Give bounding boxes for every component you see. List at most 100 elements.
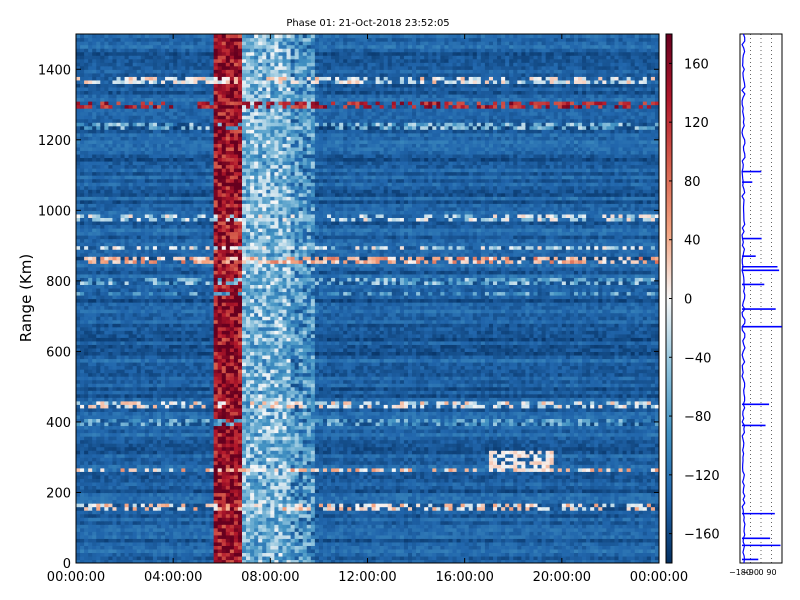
heatmap-cell (570, 545, 575, 549)
heatmap-cell (258, 552, 263, 556)
heatmap-cell (202, 549, 207, 553)
heatmap-cell (347, 535, 352, 539)
heatmap-cell (509, 552, 514, 556)
heatmap-cell (570, 542, 575, 546)
heatmap-cell (230, 542, 235, 546)
heatmap-cell (125, 556, 130, 560)
heatmap-cell (84, 556, 89, 560)
heatmap-cell (250, 535, 255, 539)
heatmap-cell (323, 538, 328, 542)
heatmap-cell (412, 545, 417, 549)
heatmap-cell (96, 535, 101, 539)
heatmap-cell (161, 552, 166, 556)
heatmap-cell (525, 549, 530, 553)
heatmap-cell (610, 549, 615, 553)
heatmap-cell (96, 549, 101, 553)
heatmap-cell (647, 535, 652, 539)
heatmap-cell (533, 549, 538, 553)
heatmap-cell (351, 549, 356, 553)
heatmap-cell (202, 538, 207, 542)
heatmap-cell (384, 535, 389, 539)
heatmap-cell (582, 545, 587, 549)
heatmap-cell (469, 542, 474, 546)
heatmap-cell (108, 535, 113, 539)
heatmap-cell (343, 549, 348, 553)
heatmap-cell (586, 542, 591, 546)
heatmap-cell (100, 552, 105, 556)
heatmap-cell (598, 535, 603, 539)
heatmap-cell (112, 552, 117, 556)
heatmap-cell (376, 542, 381, 546)
heatmap-cell (424, 538, 429, 542)
heatmap-cell (347, 552, 352, 556)
heatmap-cell (647, 552, 652, 556)
heatmap-cell (643, 556, 648, 560)
heatmap-cell (137, 535, 142, 539)
heatmap-cell (250, 552, 255, 556)
heatmap-cell (343, 552, 348, 556)
heatmap-cell (631, 552, 636, 556)
heatmap-cell (602, 552, 607, 556)
heatmap-cell (250, 538, 255, 542)
heatmap-cell (112, 542, 117, 546)
heatmap-cell (270, 549, 275, 553)
heatmap-cell (270, 538, 275, 542)
heatmap-cell (250, 549, 255, 553)
heatmap-cell (440, 556, 445, 560)
heatmap-cell (84, 538, 89, 542)
heatmap-cell (222, 542, 227, 546)
heatmap-cell (606, 556, 611, 560)
heatmap-cell (88, 538, 93, 542)
heatmap-cell (440, 535, 445, 539)
heatmap-cell (586, 535, 591, 539)
heatmap-cell (230, 545, 235, 549)
heatmap-cell (153, 542, 158, 546)
heatmap-cell (274, 542, 279, 546)
heatmap-cell (582, 542, 587, 546)
heatmap-cell (299, 549, 304, 553)
heatmap-cell (76, 535, 81, 539)
heatmap-cell (542, 552, 547, 556)
heatmap-cell (92, 531, 97, 535)
heatmap-cell (574, 538, 579, 542)
heatmap-cell (473, 552, 478, 556)
heatmap-cell (538, 549, 543, 553)
heatmap-cell (424, 552, 429, 556)
heatmap-cell (546, 535, 551, 539)
heatmap-cell (533, 545, 538, 549)
heatmap-cell (635, 545, 640, 549)
heatmap-cell (206, 549, 211, 553)
heatmap-cell (380, 535, 385, 539)
heatmap-cell (287, 552, 292, 556)
heatmap-cell (278, 556, 283, 560)
heatmap-cell (242, 549, 247, 553)
heatmap-cell (639, 535, 644, 539)
heatmap-cell (181, 535, 186, 539)
heatmap-cell (157, 552, 162, 556)
heatmap-cell (529, 549, 534, 553)
heatmap-cell (542, 538, 547, 542)
heatmap-cell (473, 556, 478, 560)
heatmap-cell (546, 556, 551, 560)
heatmap-cell (432, 556, 437, 560)
heatmap-cell (623, 535, 628, 539)
heatmap-cell (185, 552, 190, 556)
heatmap-cell (513, 556, 518, 560)
heatmap-cell (542, 535, 547, 539)
heatmap-cell (181, 545, 186, 549)
heatmap-cell (550, 556, 555, 560)
heatmap-cell (133, 556, 138, 560)
heatmap-cell (262, 545, 267, 549)
heatmap-cell (339, 556, 344, 560)
heatmap-cell (266, 545, 271, 549)
heatmap-cell (108, 545, 113, 549)
heatmap-cell (250, 545, 255, 549)
heatmap-cell (323, 535, 328, 539)
heatmap-cell (84, 531, 89, 535)
heatmap-cell (509, 556, 514, 560)
heatmap-cell (388, 542, 393, 546)
heatmap-cell (125, 542, 130, 546)
heatmap-cell (416, 549, 421, 553)
heatmap-cell (412, 542, 417, 546)
heatmap-cell (258, 549, 263, 553)
